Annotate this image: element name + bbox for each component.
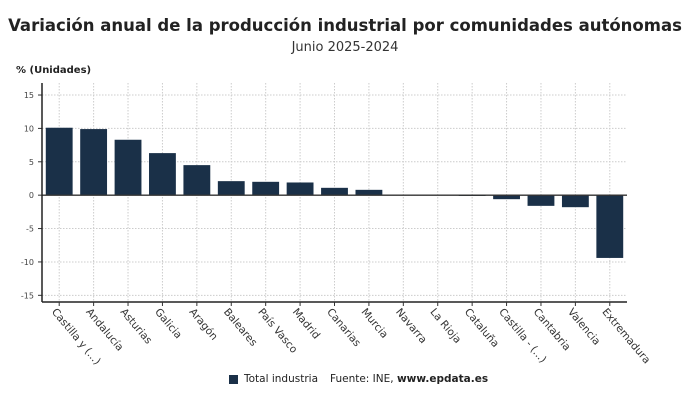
x-tick-label: Navarra xyxy=(393,306,429,346)
x-tick-label: Murcia xyxy=(359,306,391,340)
x-tick-label: Madrid xyxy=(290,306,322,341)
x-tick-label: Valencia xyxy=(565,306,602,347)
x-tick-label: Asturias xyxy=(118,306,155,346)
bar xyxy=(45,127,73,196)
x-tick-label: Galicia xyxy=(152,306,184,341)
bar xyxy=(183,165,211,196)
bar xyxy=(149,153,176,196)
bar xyxy=(527,195,555,206)
bar xyxy=(252,181,280,196)
y-tick-label: 0 xyxy=(29,191,34,200)
bar xyxy=(493,195,520,200)
legend-swatch xyxy=(229,374,238,384)
y-tick-label: 5 xyxy=(29,158,34,167)
source-site: www.epdata.es xyxy=(396,373,489,385)
chart-subtitle: Junio 2025-2024 xyxy=(291,40,399,55)
x-tick-label: Cataluña xyxy=(462,306,501,350)
y-tick-label: -15 xyxy=(21,291,34,300)
x-tick-label: La Rioja xyxy=(427,306,463,346)
bar xyxy=(114,139,142,196)
bar xyxy=(561,195,589,208)
chart-title: Variación anual de la producción industr… xyxy=(8,16,682,35)
y-tick-label: -10 xyxy=(21,258,34,267)
bar xyxy=(217,181,245,196)
x-tick-label: Canarias xyxy=(324,306,363,349)
x-tick-label: Extremadura xyxy=(599,306,652,366)
source-note: Fuente: INE, www.epdata.es xyxy=(330,373,488,385)
y-tick-label: -5 xyxy=(26,225,34,234)
bar xyxy=(80,129,108,196)
bar xyxy=(596,195,624,258)
x-tick-label: Aragón xyxy=(187,306,220,343)
y-axis-label: % (Unidades) xyxy=(16,65,92,76)
legend-label: Total industria xyxy=(244,373,319,385)
source-prefix: Fuente: INE, xyxy=(330,373,397,385)
bar xyxy=(355,189,383,196)
y-tick-label: 15 xyxy=(24,91,34,100)
y-tick-label: 10 xyxy=(24,124,34,133)
x-tick-label: Baleares xyxy=(221,306,259,349)
legend: Total industria xyxy=(229,373,318,385)
bar xyxy=(321,187,348,196)
bar xyxy=(286,182,314,196)
